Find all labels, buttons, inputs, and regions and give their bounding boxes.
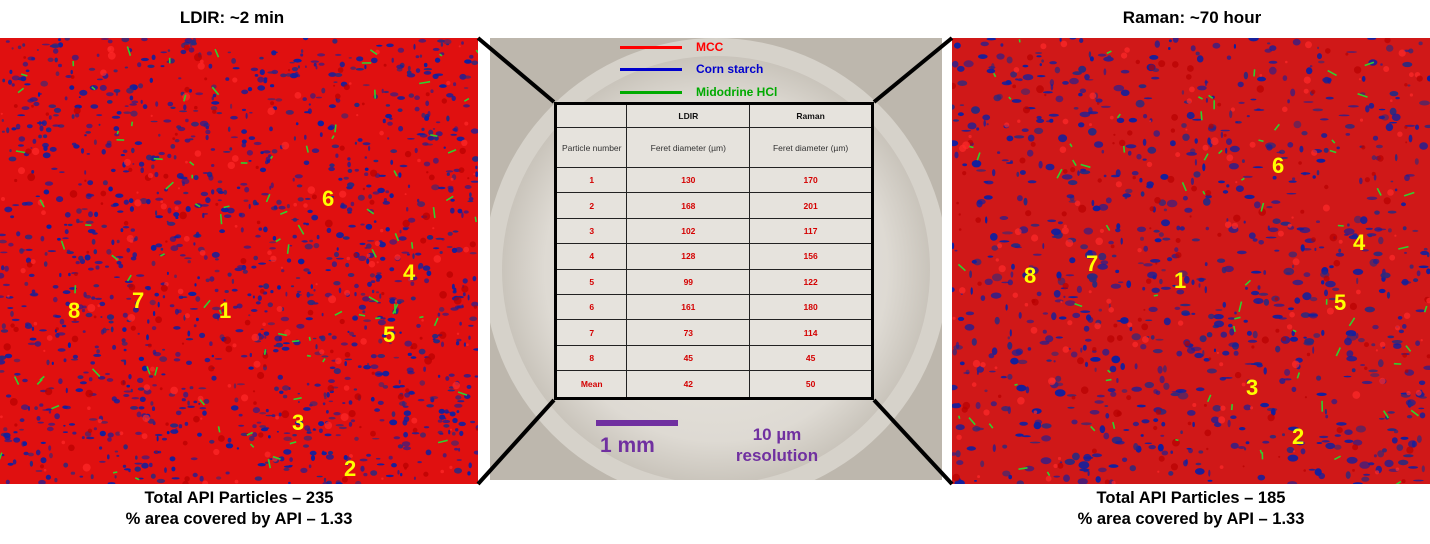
- left-label-4: 4: [403, 260, 416, 285]
- right-total-particles: Total API Particles – 185: [1096, 489, 1286, 507]
- scale-bar-label: 1 mm: [600, 434, 655, 457]
- table-cell: 45: [749, 344, 873, 372]
- legend-mcc-label: MCC: [696, 40, 724, 54]
- table-row: 8 45 45: [554, 344, 873, 372]
- left-label-3: 3: [292, 410, 305, 435]
- table-cell: 99: [626, 268, 751, 296]
- legend-midodrine-label: Midodrine HCl: [696, 85, 778, 99]
- feret-diameter-table: LDIR Raman Particle number Feret diamete…: [554, 102, 874, 400]
- table-subheader-cell: Particle number: [554, 127, 628, 168]
- left-label-5: 5: [383, 322, 396, 347]
- legend-midodrine-swatch: [620, 91, 682, 94]
- table-row: 1 130 170: [554, 166, 873, 194]
- left-panel-footer: Total API Particles – 235 % area covered…: [0, 488, 478, 530]
- table-row: 3 102 117: [554, 217, 873, 245]
- table-row: 2 168 201: [554, 192, 873, 219]
- table-header-row: LDIR Raman: [554, 103, 873, 128]
- right-panel-footer: Total API Particles – 185 % area covered…: [952, 488, 1430, 530]
- table-cell: 1: [554, 166, 628, 194]
- raman-chemical-map: 6 4 8 7 1 5 3 2: [952, 38, 1430, 484]
- resolution-word: resolution: [735, 446, 819, 465]
- left-label-2: 2: [344, 456, 357, 481]
- table-cell: 3: [554, 217, 628, 245]
- table-cell: 6: [554, 294, 628, 321]
- table-row: 6 161 180: [554, 294, 873, 321]
- table-subheader-row: Particle number Feret diameter (µm) Fere…: [554, 127, 873, 168]
- table-subheader-cell: Feret diameter (µm): [626, 127, 751, 168]
- table-cell: 45: [626, 344, 751, 372]
- scale-bar: [596, 420, 678, 426]
- ldir-chemical-map: 6 4 8 7 1 5 3 2: [0, 38, 478, 484]
- table-cell: 122: [749, 268, 873, 296]
- table-header-cell: [554, 103, 628, 128]
- left-total-particles: Total API Particles – 235: [144, 489, 334, 507]
- table-row: 7 73 114: [554, 319, 873, 346]
- table-header-cell: LDIR: [626, 103, 751, 128]
- left-area-covered: % area covered by API – 1.33: [125, 510, 353, 528]
- table-cell: 102: [626, 217, 751, 245]
- left-panel-title: LDIR: ~2 min: [179, 8, 285, 27]
- table-cell: 2: [554, 192, 628, 219]
- right-label-7: 7: [1086, 251, 1099, 276]
- right-label-6: 6: [1272, 153, 1285, 178]
- table-cell: 130: [626, 166, 751, 194]
- right-area-covered: % area covered by API – 1.33: [1077, 510, 1305, 528]
- table-cell: 156: [749, 243, 873, 270]
- resolution-label: 10 µm resolution: [730, 424, 824, 466]
- right-label-5: 5: [1334, 290, 1347, 315]
- left-label-6: 6: [322, 186, 335, 211]
- left-label-1: 1: [219, 298, 232, 323]
- table-cell: 201: [749, 192, 873, 219]
- table-row: Mean 42 50: [554, 370, 873, 399]
- table-cell: 161: [626, 294, 751, 321]
- right-label-8: 8: [1024, 263, 1037, 288]
- table-cell: 128: [626, 243, 751, 270]
- table-cell: 4: [554, 243, 628, 270]
- resolution-value: 10 µm: [752, 425, 802, 444]
- table-cell: Mean: [554, 370, 628, 399]
- legend-corn-starch-swatch: [620, 68, 682, 71]
- table-cell: 7: [554, 319, 628, 346]
- table-cell: 117: [749, 217, 873, 245]
- table-header-cell: Raman: [749, 103, 873, 128]
- table-cell: 168: [626, 192, 751, 219]
- table-row: 5 99 122: [554, 268, 873, 296]
- right-panel-title: Raman: ~70 hour: [1122, 8, 1262, 27]
- left-label-7: 7: [132, 288, 145, 313]
- raman-map-image: [952, 38, 1430, 484]
- table-cell: 170: [749, 166, 873, 194]
- table-cell: 8: [554, 344, 628, 372]
- legend-mcc-swatch: [620, 46, 682, 49]
- right-label-2: 2: [1292, 424, 1305, 449]
- right-label-3: 3: [1246, 375, 1259, 400]
- right-label-1: 1: [1174, 268, 1187, 293]
- table-cell: 114: [749, 319, 873, 346]
- right-label-4: 4: [1353, 230, 1366, 255]
- left-label-8: 8: [68, 298, 81, 323]
- table-cell: 73: [626, 319, 751, 346]
- table-cell: 50: [749, 370, 873, 399]
- table-cell: 5: [554, 268, 628, 296]
- ldir-map-image: [0, 38, 478, 484]
- legend-corn-starch-label: Corn starch: [696, 62, 764, 76]
- table-cell: 42: [626, 370, 751, 399]
- table-cell: 180: [749, 294, 873, 321]
- table-row: 4 128 156: [554, 243, 873, 270]
- table-subheader-cell: Feret diameter (µm): [749, 127, 873, 168]
